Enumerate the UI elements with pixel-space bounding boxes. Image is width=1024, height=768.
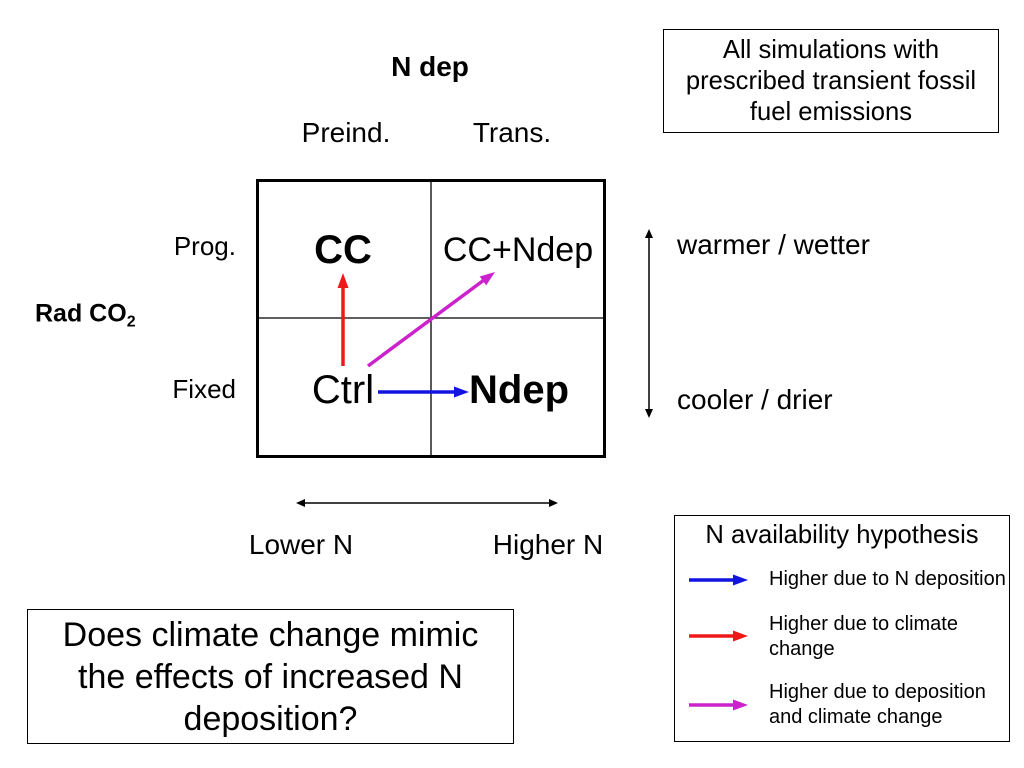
- rad-co2-axis-title: Rad CO2: [35, 299, 136, 331]
- legend-arrow-n-deposition-icon: [689, 574, 748, 586]
- climate-change-arrow: [337, 273, 349, 366]
- legend-label-climate-change: Higher due to climate change: [769, 613, 958, 660]
- n-deposition-arrow: [378, 386, 469, 398]
- legend-title: N availability hypothesis: [705, 521, 979, 550]
- deposition-and-climate-arrow: [366, 272, 495, 368]
- n-label-lower: Lower N: [248, 529, 354, 560]
- rad-co2-label: Rad CO: [35, 299, 127, 328]
- climate-double-arrow-down-head: [645, 409, 653, 418]
- cell-ctrl: Ctrl: [311, 368, 375, 412]
- legend-label-n-deposition: Higher due to N deposition: [769, 568, 1006, 590]
- legend-arrow-climate-change-head: [733, 630, 748, 642]
- rad-co2-subscript: 2: [126, 313, 136, 331]
- legend-box: [674, 515, 1010, 742]
- legend-arrow-climate-change-icon: [689, 630, 748, 642]
- column-label-preind: Preind.: [301, 117, 391, 148]
- climate-label-cooler-drier: cooler / drier: [677, 384, 833, 415]
- question-text: Does climate change mimic the effects of…: [62, 616, 479, 738]
- n-label-higher: Higher N: [492, 529, 604, 560]
- row-label-fixed: Fixed: [172, 374, 236, 404]
- n-deposition-arrow-head: [454, 386, 469, 398]
- row-label-prog: Prog.: [173, 231, 236, 261]
- legend-label-deposition-and-climate: Higher due to deposition and climate cha…: [769, 681, 986, 728]
- n-dep-axis-title: N dep: [391, 51, 469, 82]
- legend-arrow-deposition-and-climate-icon: [689, 699, 748, 711]
- simulation-note-text: All simulations with prescribed transien…: [685, 36, 977, 126]
- n-availability-double-arrow-right-head: [549, 499, 558, 507]
- legend-arrow-deposition-and-climate-head: [733, 699, 748, 711]
- deposition-and-climate-arrow-head: [479, 272, 495, 286]
- legend-arrow-n-deposition-head: [733, 574, 748, 586]
- question-box: Does climate change mimic the effects of…: [27, 609, 514, 744]
- column-label-trans: Trans.: [472, 117, 552, 148]
- n-availability-double-arrow: [296, 499, 558, 507]
- climate-change-arrow-head: [337, 273, 349, 288]
- simulation-note-box: All simulations with prescribed transien…: [663, 29, 999, 133]
- grid-outer-border: [256, 179, 606, 458]
- cell-ndep: Ndep: [469, 368, 569, 412]
- climate-double-arrow-up-head: [645, 229, 653, 238]
- climate-double-arrow: [645, 229, 653, 418]
- cell-cc-ndep: CC+Ndep: [442, 231, 594, 269]
- climate-label-warmer-wetter: warmer / wetter: [677, 229, 870, 260]
- cell-cc: CC: [314, 228, 372, 272]
- n-availability-double-arrow-left-head: [296, 499, 305, 507]
- deposition-and-climate-arrow-shaft: [366, 278, 486, 368]
